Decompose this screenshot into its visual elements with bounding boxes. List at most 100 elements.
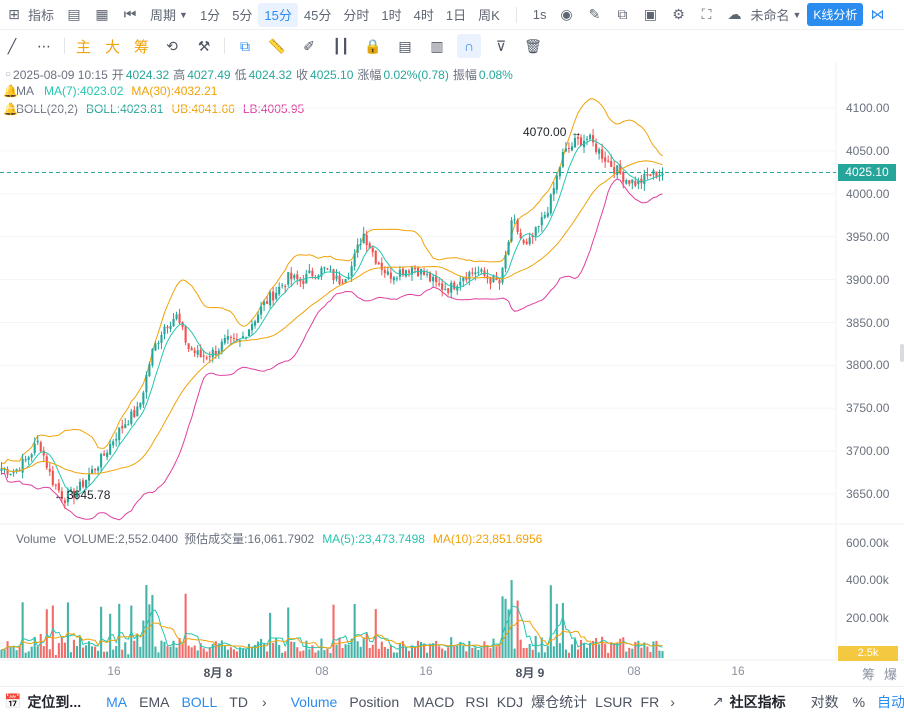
replay-icon[interactable]: ⏮ [123,6,137,22]
filter-icon[interactable]: ⊽ [495,37,507,54]
candle-body [15,469,18,471]
main-ind-ema[interactable]: EMA [139,693,170,710]
line-tool-icon[interactable]: ╱ [7,37,17,54]
period-dropdown[interactable]: 周期 ▼ [144,0,194,30]
candle-body [241,336,245,339]
share-icon[interactable]: ⋈ [870,6,885,22]
chip-label[interactable]: 筹 [862,667,876,682]
low-label: 低 [234,68,247,82]
candle-body [534,227,537,236]
sub-ind-volume[interactable]: Volume [290,693,338,710]
candle-body [314,277,317,279]
indicators-button[interactable]: 指标 [28,8,55,23]
candles-icon[interactable]: ┃┃ [332,37,350,54]
calendar-icon[interactable]: ▤ [67,6,81,22]
candle-body [492,275,495,283]
sub-ind-position[interactable]: Position [349,693,400,710]
copy-icon[interactable]: ⧉ [240,37,251,54]
interval-15m[interactable]: 15分 [258,2,298,27]
sub-ind-liquidation[interactable]: 爆仓统计 [531,693,588,710]
interval-5m[interactable]: 5分 [232,8,253,23]
magnet-icon[interactable]: ∩ [457,34,482,58]
lock-icon[interactable]: 🔒 [364,37,382,54]
pen-icon[interactable]: ✎ [588,6,601,22]
interval-1h[interactable]: 1时 [381,8,402,23]
trash-icon[interactable]: 🗑 [524,37,542,54]
volume-bar [272,642,275,658]
calendar-icon[interactable]: 📅 [4,693,22,709]
liquidation-label[interactable]: 爆 [884,667,898,682]
main-ind-boll[interactable]: BOLL [181,693,218,710]
candle-body [217,350,220,355]
main-force-tool[interactable]: 主 [76,37,92,56]
tools-icon[interactable]: ⚒ [197,37,211,54]
text-box-icon[interactable]: ▤ [398,37,412,54]
bell-icon[interactable]: 🔔 [3,84,18,98]
candle-body [537,226,540,228]
volume-bar [323,650,326,658]
interval-1d[interactable]: 1日 [445,8,467,23]
edit-box-icon[interactable]: ▣ [643,6,658,22]
auto-scale-toggle[interactable]: 自动 [877,693,904,710]
community-indicators[interactable]: 社区指标 [729,693,786,710]
candle-body [103,453,106,456]
candle-body [438,283,441,285]
popout-icon[interactable]: ⧉ [617,6,628,22]
chevron-right-icon[interactable]: › [261,693,267,710]
candle-body [359,244,362,246]
sub-ind-rsi[interactable]: RSI [465,693,489,710]
candle-body [320,267,323,277]
big-order-tool[interactable]: 大 [105,37,121,56]
sub-ind-fr[interactable]: FR [640,693,660,710]
trade-icon[interactable]: ⟲ [166,37,178,54]
more-icon[interactable]: ⋯ [37,37,51,54]
volume-bar [579,639,583,658]
open-value: 4024.32 [125,67,170,82]
interval-timeshare[interactable]: 分时 [343,8,370,23]
candle-body [21,458,24,473]
cloud-icon[interactable]: ☁ [727,6,742,22]
candle-body [576,137,580,139]
interval-45m[interactable]: 45分 [303,8,332,23]
grid-layout-icon[interactable]: ▦ [95,6,109,22]
interval-1m[interactable]: 1分 [199,8,221,23]
sub-ind-lsur[interactable]: LSUR [595,693,633,710]
kline-analysis-button[interactable]: K线分析 [807,3,864,26]
chevron-right-icon[interactable]: › [670,693,675,710]
x-tick: 16 [419,664,433,678]
volume-legend: Volume VOLUME:2,552.0400 预估成交量:16,061.79… [16,530,546,547]
community-icon[interactable]: ↗ [711,693,724,709]
candle-body [296,274,299,280]
candle-body [151,349,154,366]
candle-body [302,280,305,285]
template-icon[interactable]: ▥ [430,37,444,54]
interval-1s[interactable]: 1s [532,7,547,22]
sub-ind-macd[interactable]: MACD [413,693,455,710]
indicators-icon[interactable]: ⊞ [8,6,20,22]
main-ind-td[interactable]: TD [229,693,248,710]
interval-4h[interactable]: 4时 [413,8,434,23]
volume-bar [287,607,290,658]
settings-icon[interactable]: ⚙ [672,6,685,22]
ruler-icon[interactable]: 📏 [268,37,286,54]
ohlc-legend: ○ 2025-08-09 10:15 开 4024.32 高 4027.49 低… [5,66,517,83]
bell-icon[interactable]: 🔔 [3,102,18,116]
percent-toggle[interactable]: % [852,693,866,710]
chip-tool[interactable]: 筹 [134,37,150,56]
brush-icon[interactable]: ✐ [303,37,315,54]
camera-icon[interactable]: ◉ [560,6,573,22]
layout-name[interactable]: 未命名 ▼ [748,0,803,30]
locate-button[interactable]: 定位到... [27,693,82,710]
volume-ma10-line [1,619,663,651]
toggle-icon[interactable]: ○ [5,69,12,80]
log-scale-toggle[interactable]: 对数 [810,693,839,710]
collapse-handle[interactable] [900,344,904,362]
fullscreen-icon[interactable]: ⛶ [701,6,712,22]
interval-1w[interactable]: 周K [478,8,500,23]
divider [64,38,65,54]
candle-body [36,440,39,443]
sub-ind-kdj[interactable]: KDJ [496,693,524,710]
main-ind-ma[interactable]: MA [106,693,128,710]
candle-body [136,406,139,417]
y-tick: 4100.00 [846,101,890,115]
